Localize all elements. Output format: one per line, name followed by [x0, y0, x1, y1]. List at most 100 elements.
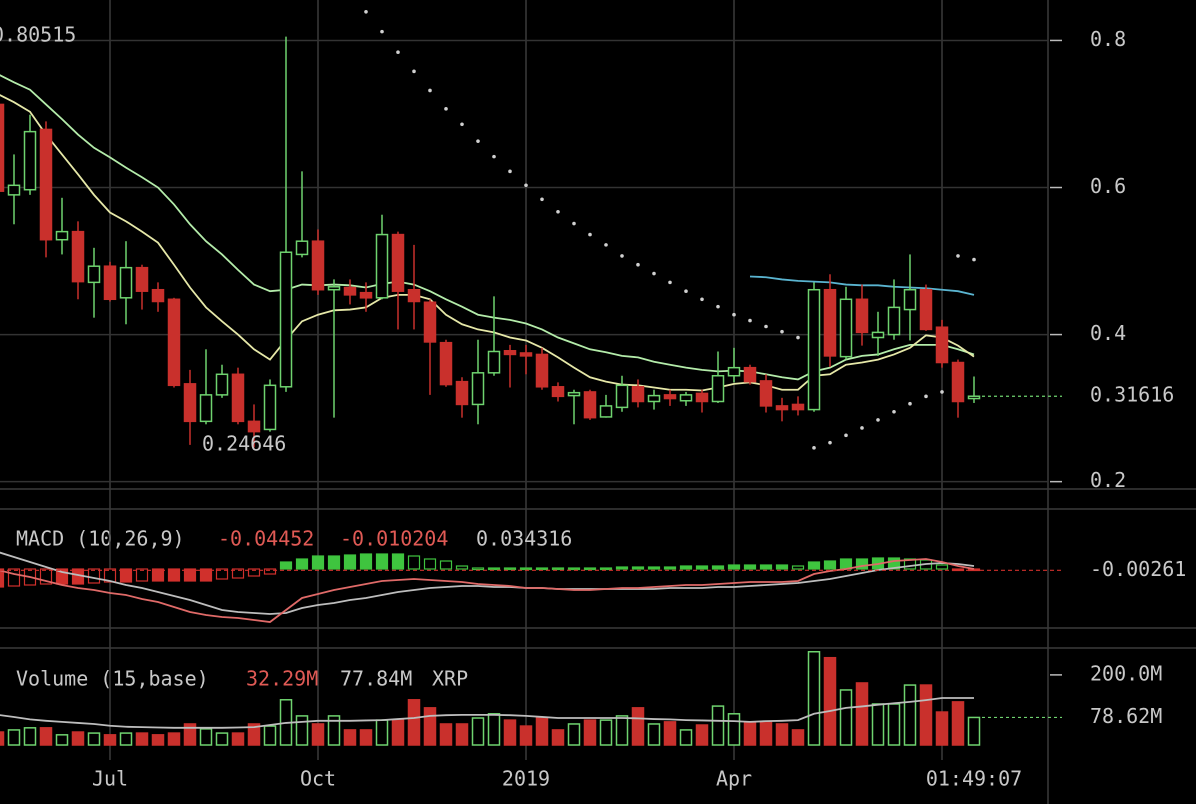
- macd-histogram-bar: [119, 568, 133, 583]
- macd-histogram-bar: [39, 568, 53, 585]
- volume-bar: [23, 727, 37, 746]
- volume-readout: 77.84M: [340, 667, 412, 691]
- sar-dot: [540, 197, 544, 202]
- macd-histogram-bar: [359, 553, 373, 570]
- candle-body: [55, 230, 69, 241]
- volume-bar: [583, 719, 597, 746]
- volume-bar: [151, 734, 165, 746]
- last-macd-label: -0.00261: [1090, 557, 1186, 581]
- volume-bar: [839, 689, 853, 746]
- macd-histogram-bar: [679, 565, 693, 570]
- sar-dot: [716, 304, 720, 309]
- macd-histogram-bar: [183, 568, 197, 582]
- volume-bar: [455, 723, 469, 746]
- volume-bar: [711, 705, 725, 746]
- candle-body: [0, 103, 5, 192]
- macd-histogram-bar: [887, 557, 901, 570]
- candle-body: [455, 380, 469, 406]
- sar-dot: [556, 209, 560, 214]
- volume-bar: [935, 711, 949, 746]
- x-tick-label: Apr: [716, 767, 752, 791]
- sar-dot: [700, 297, 704, 302]
- macd-histogram-bar: [503, 567, 517, 571]
- candle-body: [135, 266, 149, 292]
- macd-line: [0, 558, 975, 623]
- macd-histogram-bar: [311, 555, 325, 570]
- macd-histogram-bar: [471, 567, 485, 571]
- volume-bar: [871, 703, 885, 746]
- volume-bar: [359, 729, 373, 746]
- min-annotation: 0.24646: [202, 432, 286, 456]
- volume-readout: XRP: [432, 667, 468, 691]
- macd-histogram-bar: [535, 567, 549, 571]
- macd-histogram-bar: [823, 560, 837, 570]
- candle-body: [343, 286, 357, 296]
- volume-bar: [231, 732, 245, 746]
- volume-bar: [807, 651, 821, 746]
- macd-histogram-bar: [631, 566, 645, 570]
- volume-bar: [343, 729, 357, 746]
- candle-body: [791, 403, 805, 411]
- sar-dot: [364, 9, 368, 14]
- volume-readout: 32.29M: [246, 667, 318, 691]
- candle-body: [535, 353, 549, 388]
- candle-body: [951, 361, 965, 403]
- volume-bar: [743, 721, 757, 746]
- candle-body: [375, 233, 389, 299]
- volume-bar: [791, 729, 805, 746]
- volume-bar: [887, 703, 901, 746]
- sar-dot: [972, 257, 976, 262]
- macd-histogram-bar: [743, 564, 757, 570]
- volume-bar: [215, 732, 229, 746]
- candle-body: [919, 288, 933, 331]
- sar-dot: [460, 122, 464, 127]
- volume-bar: [87, 732, 101, 746]
- volume-bar: [551, 729, 565, 746]
- sar-dot: [636, 262, 640, 267]
- volume-bar: [679, 729, 693, 746]
- macd-histogram-bar: [487, 567, 501, 571]
- macd-histogram-bar: [215, 568, 229, 580]
- x-tick-label: Oct: [300, 767, 336, 791]
- macd-histogram-bar: [55, 568, 69, 585]
- volume-bar: [39, 727, 53, 746]
- macd-histogram-bar: [759, 564, 773, 570]
- macd-histogram-bar: [727, 564, 741, 570]
- volume-title: Volume (15,base): [16, 667, 209, 691]
- volume-bar: [503, 719, 517, 746]
- macd-histogram-bar: [615, 566, 629, 570]
- candle-body: [23, 130, 37, 191]
- last-volume-label: 78.62M: [1090, 704, 1162, 728]
- volume-bar: [423, 707, 437, 746]
- candle-body: [279, 251, 293, 388]
- sar-dot: [380, 29, 384, 34]
- candle-body: [7, 184, 21, 196]
- candle-body: [663, 394, 677, 400]
- sar-dot: [412, 69, 416, 74]
- volume-bar: [7, 729, 21, 746]
- candle-body: [487, 350, 501, 374]
- macd-histogram-bar: [343, 554, 357, 570]
- candle-body: [391, 233, 405, 292]
- candle-body: [215, 373, 229, 396]
- volume-bar: [567, 723, 581, 746]
- sar-dot: [476, 139, 480, 143]
- volume-ma-line: [0, 697, 974, 729]
- sar-dot: [892, 409, 896, 414]
- candle-body: [615, 384, 629, 409]
- macd-histogram-bar: [247, 568, 261, 577]
- sar-dot: [396, 50, 400, 55]
- volume-bar: [615, 715, 629, 746]
- candle-body: [823, 288, 837, 357]
- candle-body: [247, 420, 261, 433]
- macd-histogram-bar: [279, 561, 293, 570]
- sar-dot: [668, 280, 672, 285]
- sar-dot: [732, 312, 736, 317]
- macd-histogram-bar: [439, 560, 453, 570]
- candle-body: [503, 350, 517, 356]
- volume-bar: [439, 723, 453, 746]
- macd-histogram-bar: [775, 564, 789, 570]
- volume-bar: [599, 719, 613, 746]
- candle-body: [167, 298, 181, 387]
